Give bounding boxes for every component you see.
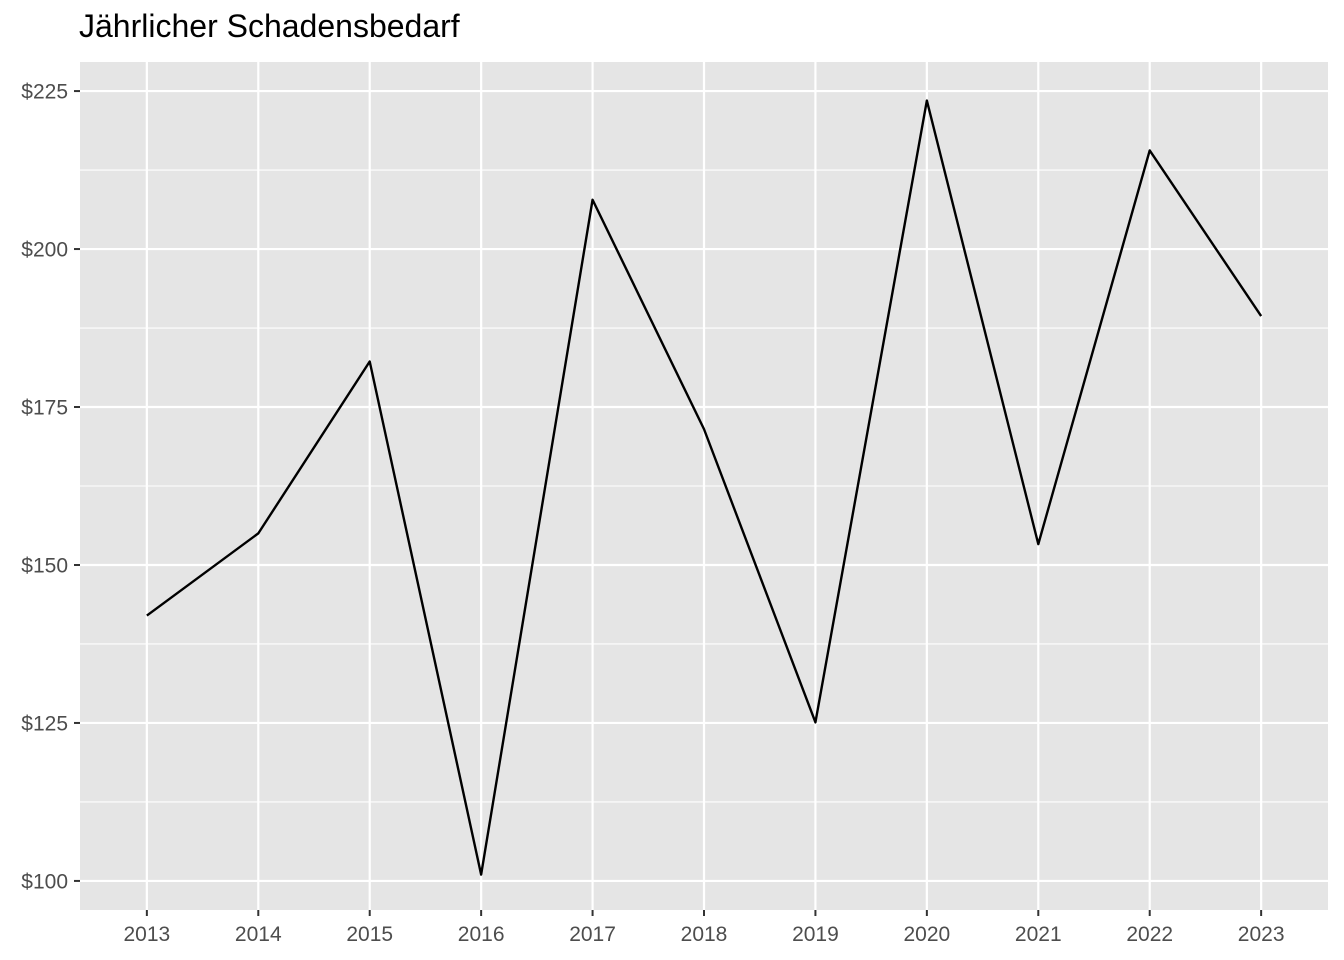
y-tick-label: $100	[21, 870, 68, 893]
x-tick-label: 2015	[346, 923, 393, 946]
y-axis: $100 $125 $150 $175 $200 $225	[21, 81, 80, 893]
y-tick-label: $175	[21, 397, 68, 420]
y-tick-label: $125	[21, 712, 68, 735]
x-tick-label: 2014	[235, 923, 282, 946]
y-tick-label: $225	[21, 81, 68, 104]
x-tick-label: 2013	[123, 923, 170, 946]
x-tick-label: 2022	[1126, 923, 1173, 946]
chart-title: Jährlicher Schadensbedarf	[79, 8, 460, 44]
x-tick-label: 2023	[1238, 923, 1285, 946]
x-tick-label: 2021	[1015, 923, 1062, 946]
x-tick-label: 2017	[569, 923, 616, 946]
x-axis: 2013 2014 2015 2016 2017 2018 2019 2020 2021 2022…	[123, 910, 1285, 946]
x-tick-label: 2020	[903, 923, 950, 946]
x-tick-label: 2019	[792, 923, 839, 946]
major-grid-lines	[80, 62, 1328, 910]
y-tick-label: $200	[21, 239, 68, 262]
series-line	[146, 99, 1263, 876]
y-tick-label: $150	[21, 554, 68, 577]
x-tick-label: 2016	[458, 923, 505, 946]
series-layer	[146, 99, 1263, 876]
x-tick-label: 2018	[681, 923, 728, 946]
